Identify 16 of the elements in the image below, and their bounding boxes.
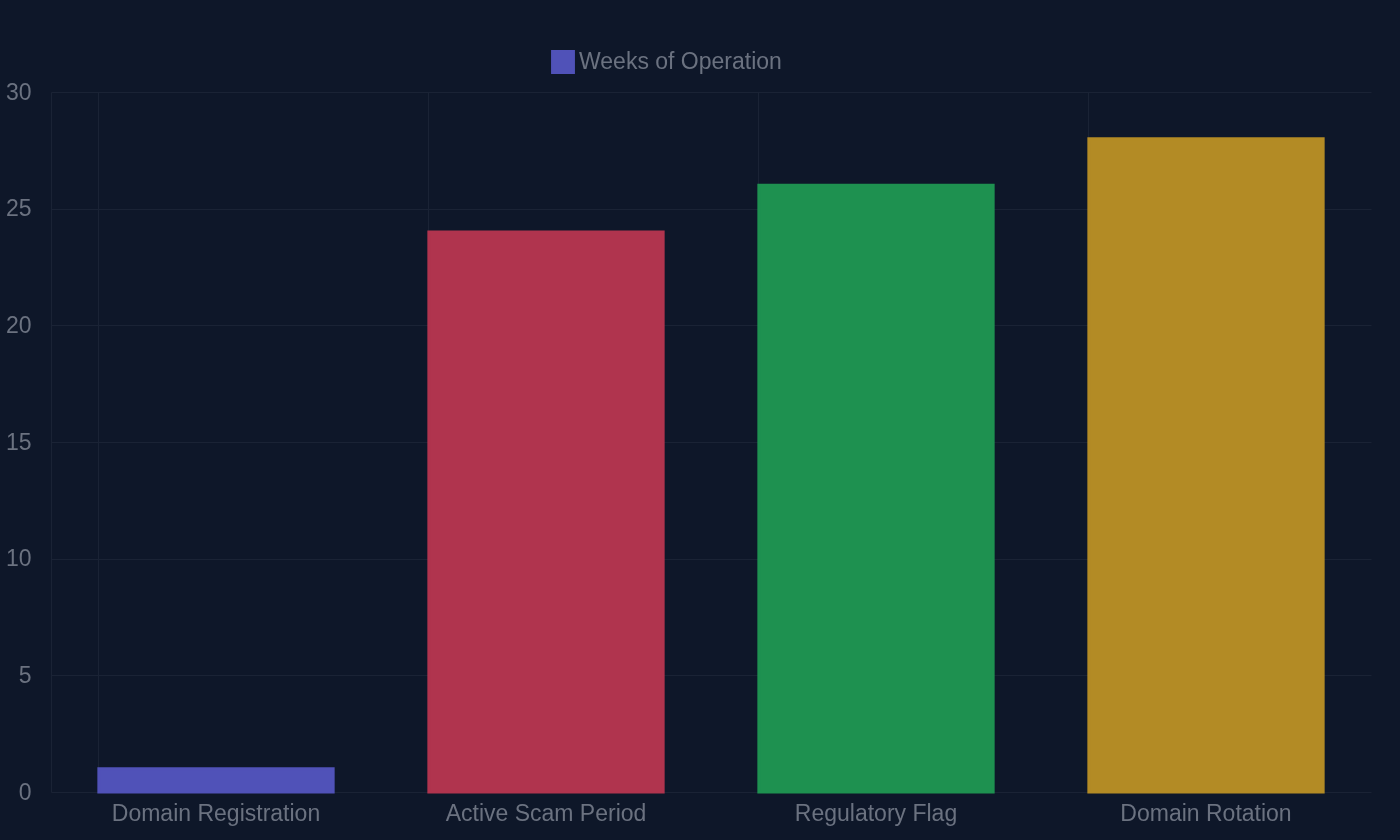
bar bbox=[757, 183, 995, 794]
x-tick-label: Regulatory Flag bbox=[794, 799, 958, 826]
y-tick-label: 5 bbox=[18, 661, 32, 688]
y-tick-label: 25 bbox=[5, 195, 32, 222]
bar bbox=[427, 230, 665, 794]
x-tick-label: Domain Registration bbox=[111, 799, 321, 826]
x-tick-label: Domain Rotation bbox=[1120, 799, 1292, 826]
y-tick-label: 0 bbox=[18, 778, 32, 805]
y-tick-label: 30 bbox=[5, 78, 32, 105]
y-tick-label: 10 bbox=[5, 545, 32, 572]
y-tick-label: 20 bbox=[5, 311, 32, 338]
bar bbox=[1087, 137, 1325, 794]
y-tick-label: 15 bbox=[5, 428, 32, 455]
legend-label: Weeks of Operation bbox=[579, 48, 782, 74]
x-tick-label: Active Scam Period bbox=[445, 799, 647, 826]
bar bbox=[97, 767, 335, 794]
